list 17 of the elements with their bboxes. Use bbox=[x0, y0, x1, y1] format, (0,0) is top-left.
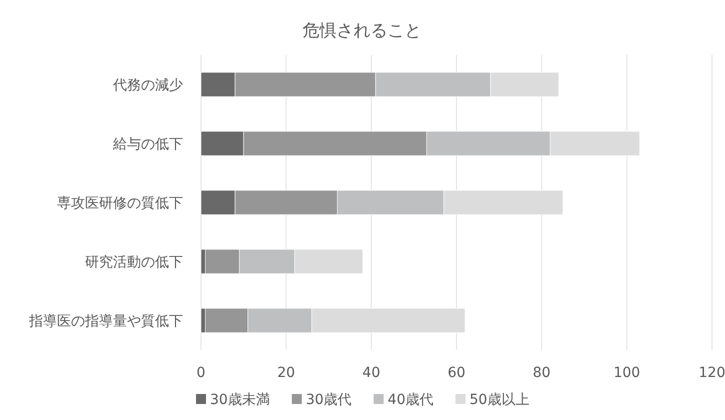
chart-title: 危惧されること bbox=[302, 21, 422, 41]
y-tick-label: 専攻医研修の質低下 bbox=[57, 196, 183, 212]
x-tick-label: 80 bbox=[532, 365, 551, 381]
legend-label: 40歳代 bbox=[388, 392, 434, 408]
x-tick-label: 100 bbox=[613, 365, 640, 381]
y-tick-label: 研究活動の低下 bbox=[85, 254, 183, 270]
legend-label: 30歳未満 bbox=[210, 392, 270, 408]
legend-label: 30歳代 bbox=[306, 392, 352, 408]
y-tick-label: 代務の減少 bbox=[112, 78, 183, 94]
x-tick-label: 40 bbox=[362, 365, 380, 381]
x-tick-label: 0 bbox=[196, 365, 206, 381]
y-tick-label: 指導医の指導量や質低下 bbox=[28, 314, 183, 330]
x-tick-label: 120 bbox=[698, 365, 725, 381]
x-tick-label: 20 bbox=[277, 365, 296, 381]
legend-label: 50歳以上 bbox=[469, 392, 530, 408]
y-tick-label: 給与の低下 bbox=[112, 136, 183, 152]
x-tick-label: 60 bbox=[448, 365, 466, 381]
